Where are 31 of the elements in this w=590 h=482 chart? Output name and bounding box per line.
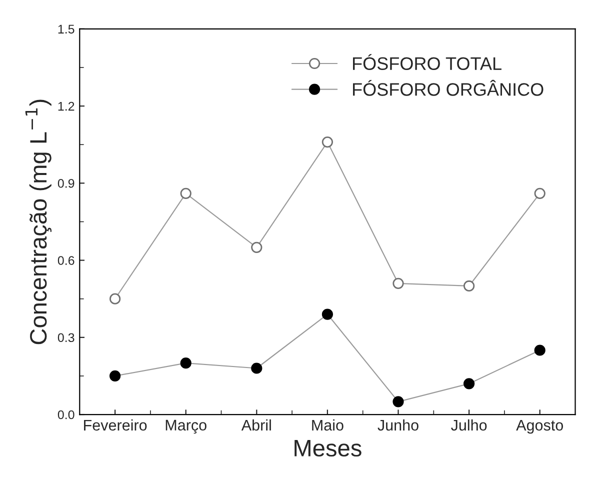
x-tick-label: Fevereiro: [84, 419, 147, 431]
y-tick-label: 0.3: [58, 333, 74, 342]
x-axis-title: Meses: [294, 440, 362, 457]
point: [180, 188, 192, 199]
point: [392, 278, 404, 289]
x-tick-label: Junho: [378, 419, 418, 431]
x-tick-label: Março: [166, 420, 206, 434]
point: [392, 396, 404, 408]
y-tick-label: 1.5: [58, 24, 74, 34]
point: [180, 358, 192, 369]
point: [534, 188, 546, 199]
y-axis-title: Concentração (mg L$^{−1}$): [25, 100, 52, 344]
x-tick-label: Julho: [451, 419, 487, 431]
y-tick-label: 1.2: [58, 102, 74, 111]
point: [251, 362, 262, 374]
point: [463, 280, 475, 292]
x-tick-label: Maio: [312, 419, 344, 431]
x-tick-label: Agosto: [516, 420, 563, 434]
point: [251, 242, 262, 253]
point: [463, 378, 475, 390]
y-tick-label: 0.6: [58, 256, 74, 265]
point: [109, 370, 121, 382]
legend-label: FÓSFORO ORGÂNICO: [353, 80, 544, 96]
point: [322, 136, 334, 148]
point: [322, 308, 334, 320]
point: [109, 293, 121, 304]
point: [534, 344, 546, 356]
x-tick-label: Abril: [241, 419, 271, 431]
legend-label: FÓSFORO TOTAL: [353, 54, 502, 70]
y-tick-label: 0.9: [58, 178, 74, 188]
y-tick-label: 0.0: [58, 410, 74, 420]
